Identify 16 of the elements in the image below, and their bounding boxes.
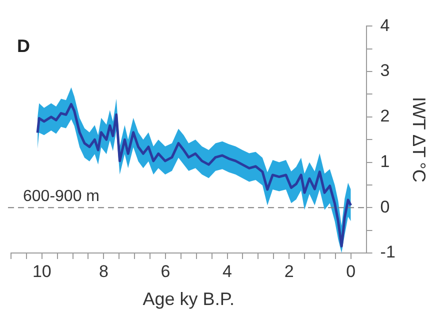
x-tick-label: 2: [284, 262, 294, 281]
y-tick-label: 0: [380, 197, 390, 216]
x-tick-label: 0: [346, 262, 356, 281]
x-axis-title: Age ky B.P.: [142, 289, 235, 310]
y-tick-label: 2: [380, 106, 390, 126]
y-axis-title: IWT ΔT °C: [409, 96, 430, 182]
y-tick-label: -1: [380, 242, 396, 262]
x-tick-label: 10: [32, 262, 52, 281]
y-tick-label: 1: [380, 152, 390, 171]
y-tick-label: 4: [380, 16, 390, 35]
x-tick-label: 6: [160, 262, 170, 281]
annotation: D: [17, 36, 30, 56]
x-tick-label: 8: [98, 262, 108, 281]
y-tick-label: 3: [380, 61, 390, 80]
x-tick-label: 4: [222, 262, 232, 281]
ref-line-label: 600-900 m: [23, 188, 100, 206]
